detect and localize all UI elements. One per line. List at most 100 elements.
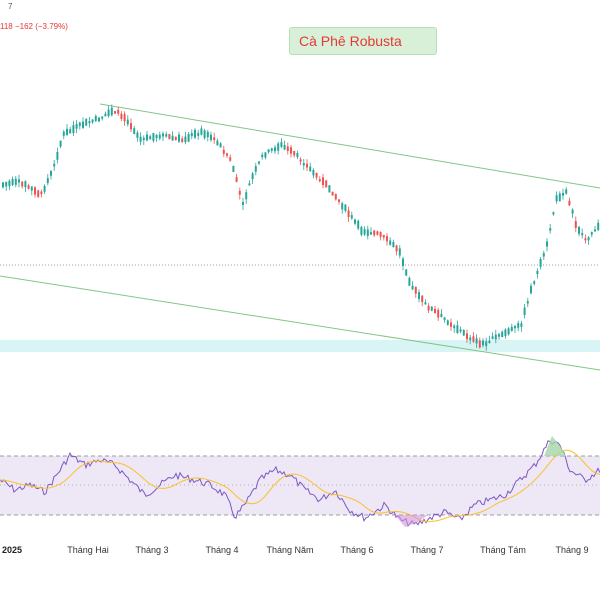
candle-body (405, 269, 408, 276)
candle-body (226, 153, 228, 156)
candle-body (229, 157, 232, 161)
candle-body (488, 340, 491, 343)
candle-body (248, 183, 251, 186)
candle-body (43, 185, 46, 192)
candle-body (587, 237, 590, 241)
candle-body (136, 132, 139, 138)
candle-body (421, 295, 424, 303)
candle-body (75, 123, 78, 129)
candle-body (555, 195, 558, 202)
candle-body (270, 148, 273, 151)
candle-body (318, 179, 321, 182)
candle-body (597, 222, 600, 231)
candle-body (139, 136, 142, 142)
candle-body (232, 165, 235, 172)
candle-body (24, 181, 27, 188)
candle-body (498, 334, 500, 337)
candle-body (331, 191, 334, 196)
x-tick-label: Tháng 9 (555, 545, 588, 555)
candle-body (312, 169, 315, 176)
candle-body (437, 309, 440, 318)
candle-body (62, 131, 65, 136)
candle-body (472, 336, 475, 342)
candle-body (546, 241, 548, 247)
candle-body (94, 116, 97, 121)
candle-body (418, 292, 420, 299)
candle-body (440, 313, 443, 318)
candle-body (50, 171, 52, 176)
channel-lower-line (0, 275, 600, 371)
candle-body (581, 233, 584, 236)
candle-body (203, 130, 206, 139)
candle-body (8, 180, 11, 187)
candle-body (277, 143, 280, 151)
candle-body (258, 161, 260, 164)
candle-body (478, 340, 481, 348)
candle-body (510, 326, 513, 331)
rsi-oversold-fill (395, 515, 428, 527)
candle-body (414, 286, 417, 294)
candle-body (491, 336, 494, 340)
candle-body (357, 220, 360, 229)
candle-body (69, 129, 72, 134)
candle-body (126, 119, 129, 125)
candle-body (130, 123, 132, 130)
candle-body (187, 134, 190, 142)
candle-body (485, 341, 488, 347)
candle-body (274, 147, 276, 152)
candle-body (450, 322, 452, 327)
candle-body (34, 187, 36, 195)
x-tick-label: Tháng 4 (205, 545, 238, 555)
candle-body (338, 199, 340, 202)
channel-upper-line (99, 103, 600, 189)
candle-body (267, 149, 270, 153)
candle-body (27, 185, 30, 189)
candle-body (168, 134, 171, 140)
candle-body (184, 136, 187, 143)
candle-body (322, 177, 324, 186)
candle-body (446, 320, 449, 325)
candle-body (302, 162, 305, 166)
x-tick-label: Tháng 3 (135, 545, 168, 555)
candle-body (392, 241, 395, 248)
candle-body (178, 134, 180, 142)
ticker-fragment: 7 (8, 2, 13, 11)
candle-body (46, 178, 49, 184)
candle-body (251, 173, 254, 180)
candle-body (114, 111, 116, 114)
candle-body (542, 253, 545, 257)
candle-body (501, 331, 504, 337)
candle-body (149, 136, 152, 140)
candle-body (56, 151, 59, 160)
candle-body (72, 125, 75, 134)
candle-body (507, 328, 510, 335)
candle-body (389, 240, 392, 245)
candle-body (315, 172, 318, 178)
candle-body (341, 203, 344, 210)
candle-body (590, 232, 593, 235)
rsi-signal-line (0, 449, 600, 523)
candle-body (53, 163, 56, 167)
candle-body (21, 181, 24, 187)
candle-body (280, 142, 283, 147)
candle-body (123, 113, 126, 122)
candle-body (197, 132, 200, 136)
candle-body (235, 177, 238, 182)
candle-body (219, 143, 222, 148)
candle-body (174, 136, 177, 141)
candle-body (539, 259, 542, 267)
candle-body (299, 159, 302, 162)
candle-body (411, 285, 414, 290)
support-zone (0, 340, 600, 352)
candle-body (40, 191, 43, 195)
candle-body (517, 323, 520, 328)
candle-body (398, 248, 401, 256)
candle-body (334, 194, 337, 200)
candle-body (520, 323, 523, 327)
candle-body (2, 182, 4, 188)
candle-body (366, 229, 369, 236)
candle-body (462, 330, 465, 336)
candle-body (293, 150, 296, 156)
candle-body (459, 329, 462, 332)
